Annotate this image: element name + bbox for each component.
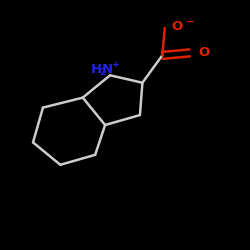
Text: −: − xyxy=(186,17,195,27)
Text: 2: 2 xyxy=(99,68,105,77)
Text: O: O xyxy=(172,20,183,33)
Text: O: O xyxy=(198,46,209,60)
Text: H: H xyxy=(91,62,102,76)
Text: +: + xyxy=(112,60,119,69)
Text: N: N xyxy=(102,62,113,76)
